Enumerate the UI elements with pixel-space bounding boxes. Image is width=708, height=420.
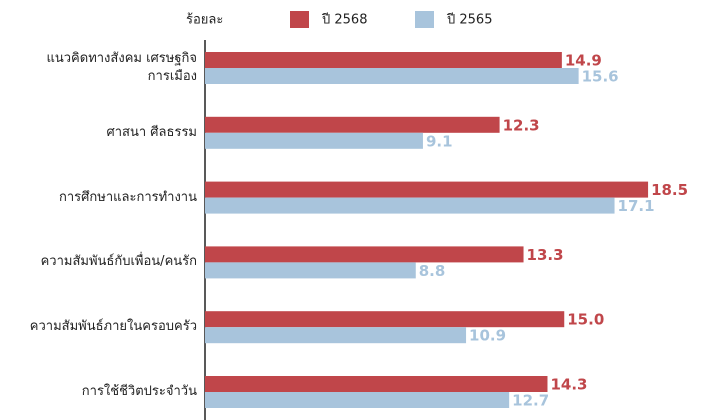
category-label: การใช้ชีวิตประจำวัน: [81, 384, 197, 399]
unit-label: ร้อยละ: [186, 13, 223, 28]
value-label: 9.1: [426, 132, 453, 150]
legend-swatch: [415, 11, 434, 28]
category-label: ความสัมพันธ์กับเพื่อน/คนรัก: [40, 254, 197, 270]
category-label: แนวคิดทางสังคม เศรษฐกิจ การเมือง: [46, 51, 197, 84]
category-label: ศาสนา ศีลธรรม: [106, 124, 198, 140]
bar: [205, 246, 524, 263]
value-label: 15.6: [582, 68, 619, 86]
bar: [205, 181, 649, 198]
value-label: 12.3: [503, 116, 540, 134]
bar: [205, 132, 423, 149]
value-label: 17.1: [618, 197, 655, 215]
value-label: 14.9: [565, 52, 602, 70]
value-label: 15.0: [567, 311, 604, 329]
bar: [205, 392, 510, 408]
value-label: 10.9: [469, 327, 506, 345]
bar: [205, 197, 615, 214]
bar: [205, 262, 416, 279]
bar: [205, 311, 565, 328]
value-label: 12.7: [512, 392, 549, 410]
bar: [205, 327, 467, 344]
legend-swatch: [290, 11, 309, 28]
category-label: ความสัมพันธ์ภายในครอบครัว: [29, 319, 197, 335]
value-label: 8.8: [419, 262, 446, 280]
value-label: 14.3: [550, 376, 587, 394]
value-label: 18.5: [651, 181, 688, 199]
bar: [205, 376, 548, 392]
category-label: การศึกษาและการทำงาน: [58, 189, 197, 205]
bar: [205, 116, 500, 133]
legend-label: ปี 2565: [446, 12, 492, 28]
bar: [205, 68, 579, 84]
bar: [205, 52, 562, 68]
legend-label: ปี 2568: [321, 12, 367, 28]
value-label: 13.3: [527, 246, 564, 264]
